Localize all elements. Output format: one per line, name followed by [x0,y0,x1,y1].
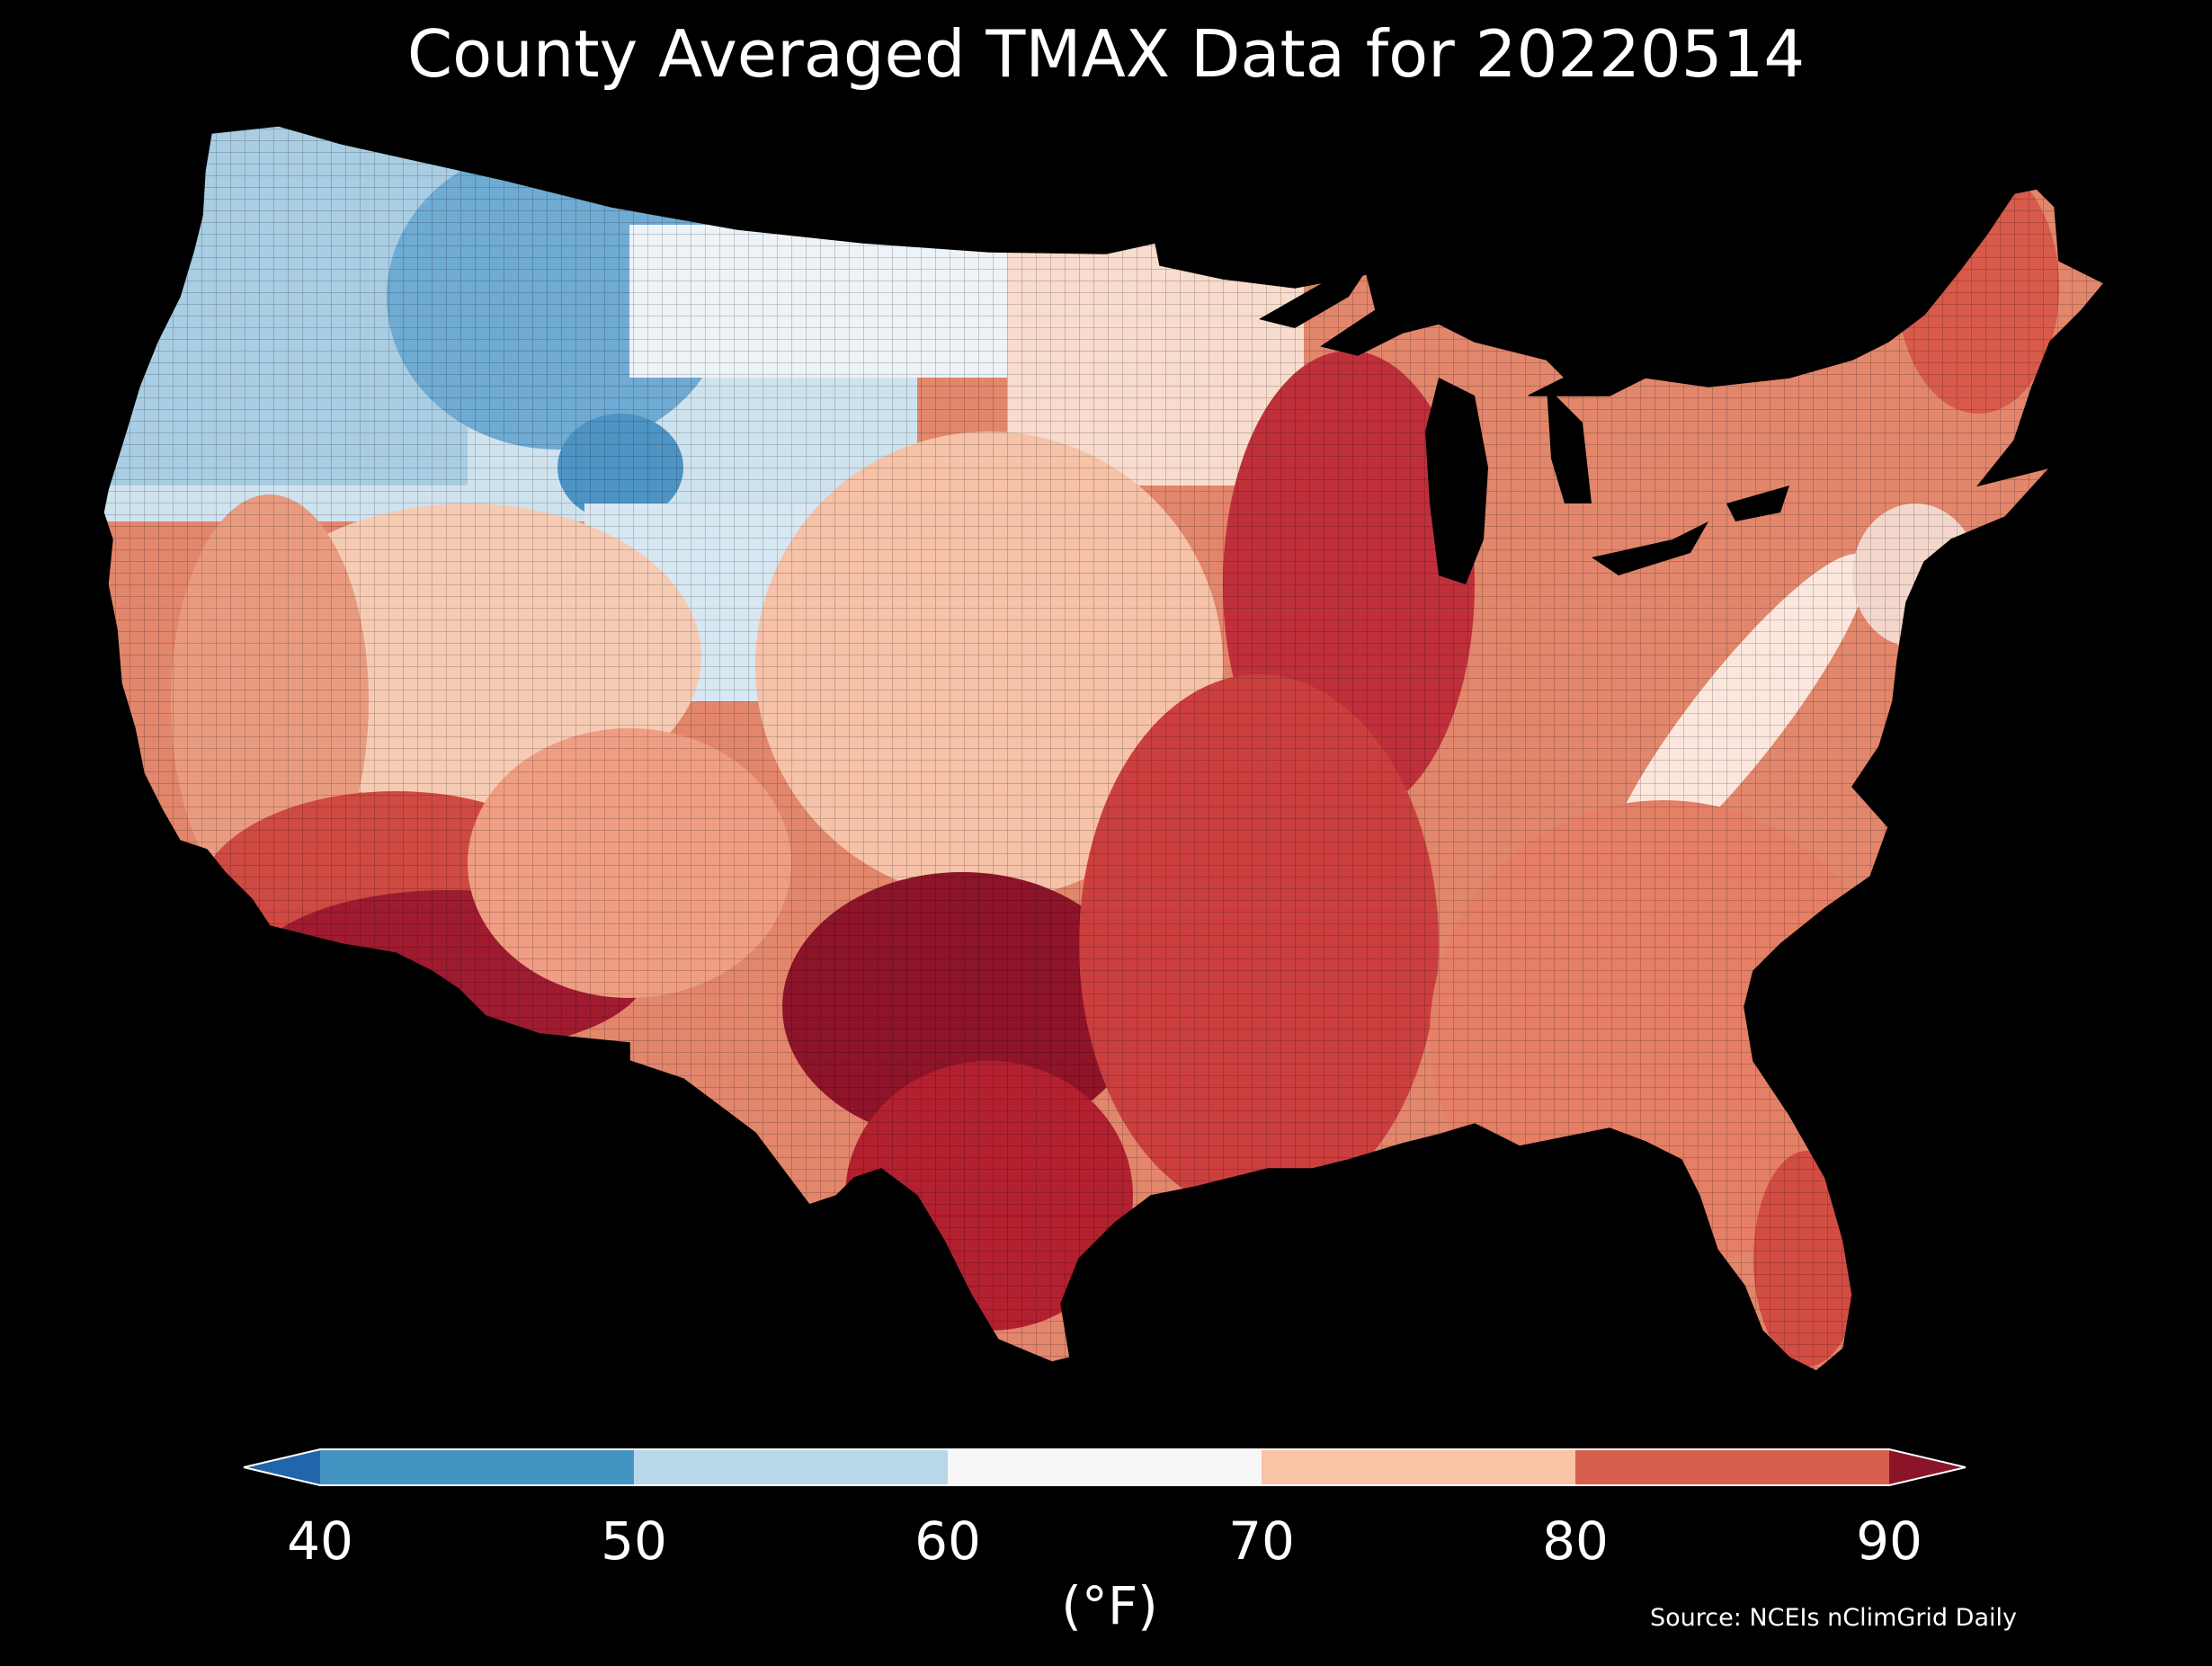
colorbar-bin [634,1449,948,1485]
colorbar-tick: 40 [287,1510,353,1572]
colorbar-over-arrow [1889,1449,1966,1485]
colorbar-bin [1575,1449,1889,1485]
colorbar-bin [948,1449,1262,1485]
colorbar-tick: 80 [1542,1510,1609,1572]
colorbar [243,1448,1967,1486]
colorbar-tick: 70 [1228,1510,1295,1572]
source-note: Source: NCEIs nClimGrid Daily [1650,1604,2017,1632]
colorbar-tick: 60 [914,1510,981,1572]
great-lakes [1259,270,1789,584]
colorbar-bin [320,1449,634,1485]
map-title: County Averaged TMAX Data for 20220514 [406,16,1806,92]
colorbar-tick: 90 [1856,1510,1922,1572]
colorbar-tick: 50 [601,1510,667,1572]
colorbar-label: (°F) [1061,1575,1158,1636]
colorbar-under-arrow [244,1449,320,1485]
colorbar-outline [243,1448,1967,1486]
colorbar-bin [1262,1449,1575,1485]
